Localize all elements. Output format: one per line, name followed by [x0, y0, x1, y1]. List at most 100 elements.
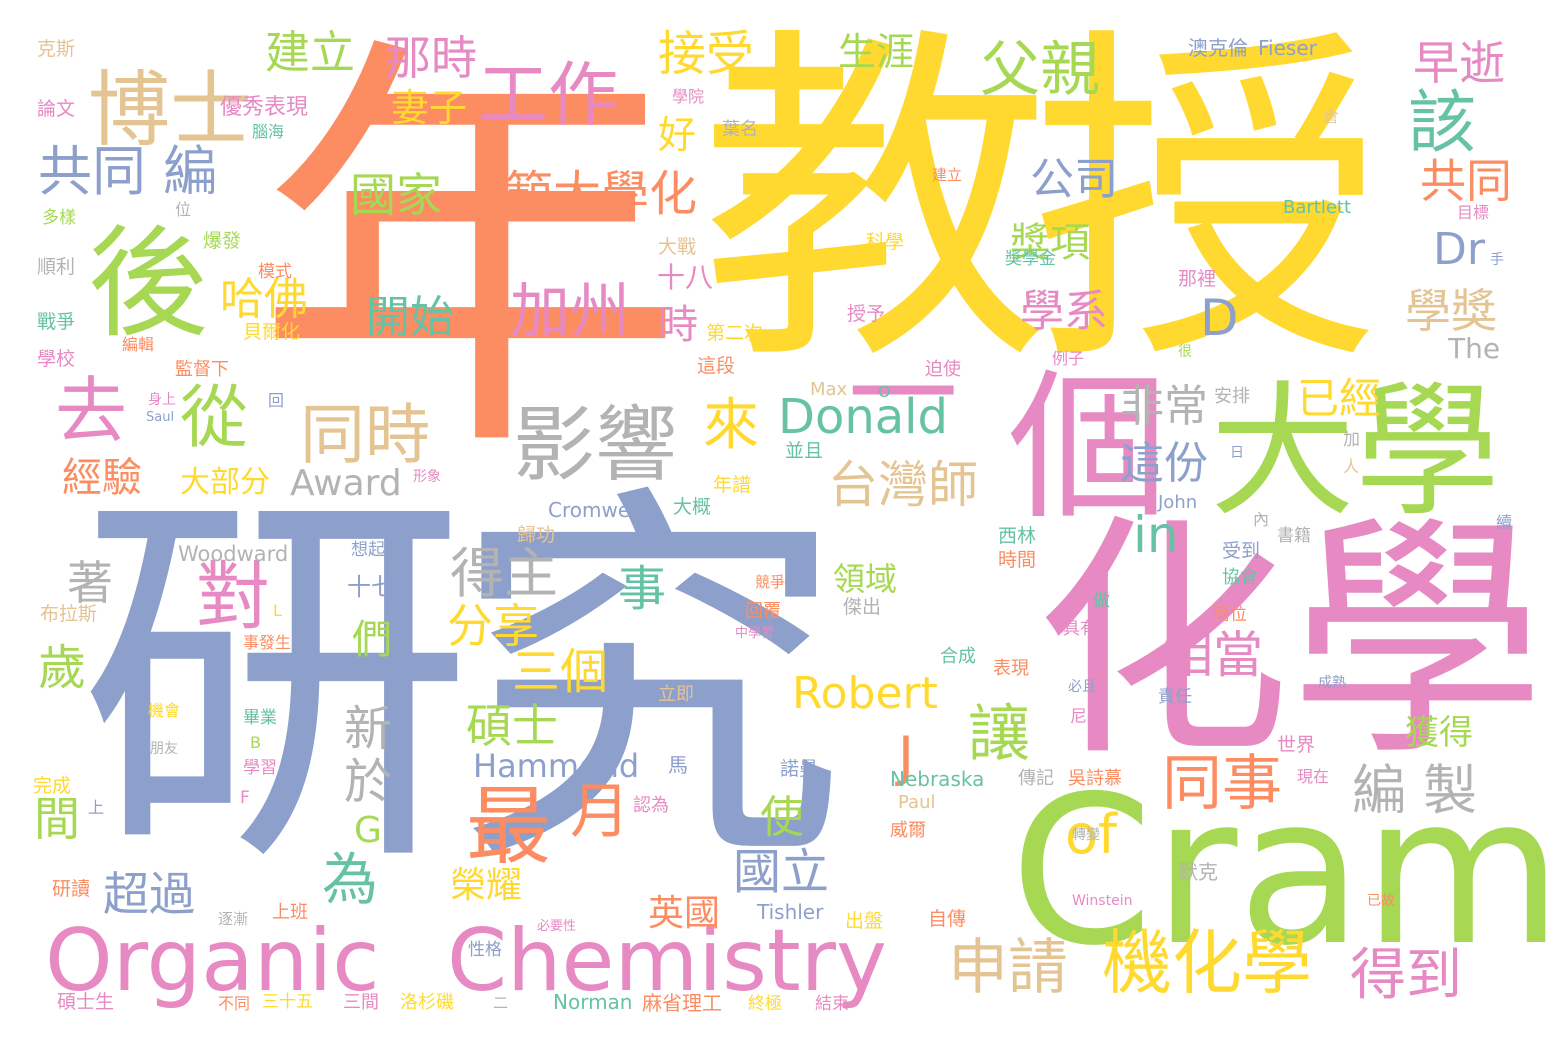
word: 研究 [78, 455, 846, 915]
word: Paul [898, 792, 936, 813]
word: 日 [1230, 445, 1244, 461]
word: 編輯 [122, 335, 155, 354]
word: B [250, 733, 261, 752]
word: O [878, 382, 891, 401]
word: Woodward [178, 542, 289, 566]
word: 已經 [1297, 374, 1382, 423]
word: 安排 [1214, 386, 1250, 407]
word: 們 [352, 617, 392, 663]
word: 月 [570, 777, 630, 847]
word: 吳詩慕 [1068, 768, 1122, 789]
word: 中學習 [735, 626, 775, 641]
word: Robert [792, 668, 938, 719]
word: 學院 [672, 87, 705, 106]
word: 科學 [866, 231, 905, 253]
word: 建立 [265, 26, 356, 79]
word: 監督下 [175, 359, 229, 380]
word: 加 [1343, 430, 1360, 450]
word: 大戰 [658, 236, 697, 258]
word: 西林 [998, 525, 1037, 547]
word: 三個 [512, 644, 609, 700]
word: 機會 [148, 701, 181, 720]
word: 做 [1093, 591, 1110, 611]
word: 同事 [1162, 749, 1282, 819]
word: 很 [1178, 344, 1192, 360]
word: 身上 [148, 392, 176, 408]
word: 非常 [1120, 381, 1208, 432]
word: 同時 [300, 398, 431, 473]
word: 位 [175, 200, 192, 219]
word: 研讀 [52, 878, 91, 900]
word: 編 製 [1352, 759, 1478, 822]
word: 立即 [658, 684, 694, 705]
word: Award [290, 463, 402, 504]
word: 具有 [1063, 619, 1097, 639]
word: 影響 [513, 398, 678, 493]
word: 間 [34, 792, 80, 846]
word: 範大學化 [505, 166, 698, 222]
word: 台灣師 [828, 456, 978, 514]
word: 相當 [1163, 626, 1263, 684]
word: 十八 [657, 261, 714, 294]
word: 於 [344, 754, 393, 810]
word: Cromwell [548, 498, 642, 522]
word: of [1065, 803, 1118, 866]
word: 必要性 [537, 919, 577, 934]
word: 克斯 [37, 38, 76, 60]
word: in [1133, 506, 1179, 564]
word: Chemistry [447, 911, 887, 1011]
word: 去 [55, 369, 128, 453]
word: 目標 [1457, 203, 1490, 222]
word: D [1200, 289, 1239, 347]
word: 碩士 [466, 699, 558, 753]
word: Hammond [473, 747, 640, 785]
word: 出盤 [845, 910, 884, 932]
word: 腦海 [252, 122, 285, 141]
word: 學系 [1020, 286, 1108, 337]
word: 戰爭 [37, 311, 76, 333]
word: L [273, 601, 282, 620]
word: 終極 [748, 994, 782, 1014]
word: 葉名 [722, 119, 758, 140]
word: 書籍 [1277, 526, 1311, 546]
word: 英國 [648, 893, 721, 934]
word: 獲得 [1405, 713, 1473, 753]
word: 不同 [218, 994, 251, 1013]
word: 朋友 [150, 741, 178, 757]
word: 歸功 [517, 524, 556, 546]
word: 威爾 [890, 820, 926, 841]
word: 現在 [1297, 767, 1330, 786]
word: Winstein [1072, 893, 1133, 909]
word: 經驗 [62, 455, 142, 501]
word: 獎學金 [1005, 249, 1056, 269]
word: 授予 [847, 303, 886, 325]
word: Donald [778, 389, 948, 445]
word: 獎項 [1010, 220, 1090, 266]
word: 共同 [1420, 154, 1512, 208]
word: 表現 [993, 658, 1029, 679]
word: 例子 [1052, 349, 1085, 368]
word: 這段 [697, 355, 736, 377]
word: 想起 [351, 540, 385, 560]
word: 畢業 [243, 708, 277, 728]
word: 三間 [343, 992, 379, 1013]
word: 結束 [815, 994, 849, 1014]
word: 為 [322, 848, 378, 913]
word: 受到 [1222, 540, 1261, 562]
word: 著 [67, 556, 113, 610]
word: 得到 [1350, 943, 1462, 1008]
word: Cram [1010, 753, 1548, 991]
word: 迫使 [925, 359, 961, 380]
word: 一 [848, 331, 958, 459]
word: 開始 [366, 292, 454, 343]
word: 學獎 [1405, 284, 1497, 338]
word: 歲 [38, 640, 87, 696]
word: 事發生 [243, 633, 292, 652]
word: 時 [658, 302, 698, 348]
word: 對 [196, 554, 270, 640]
word: 貝爾化 [243, 321, 301, 343]
word: 爆發 [203, 230, 242, 252]
word: 上 [88, 798, 105, 817]
word: 事 [618, 561, 667, 617]
word: 人 [1343, 457, 1360, 476]
